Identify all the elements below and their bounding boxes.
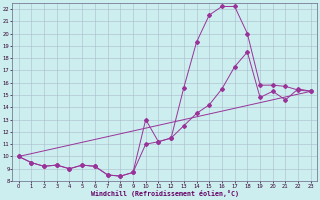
X-axis label: Windchill (Refroidissement éolien,°C): Windchill (Refroidissement éolien,°C)	[91, 190, 239, 197]
